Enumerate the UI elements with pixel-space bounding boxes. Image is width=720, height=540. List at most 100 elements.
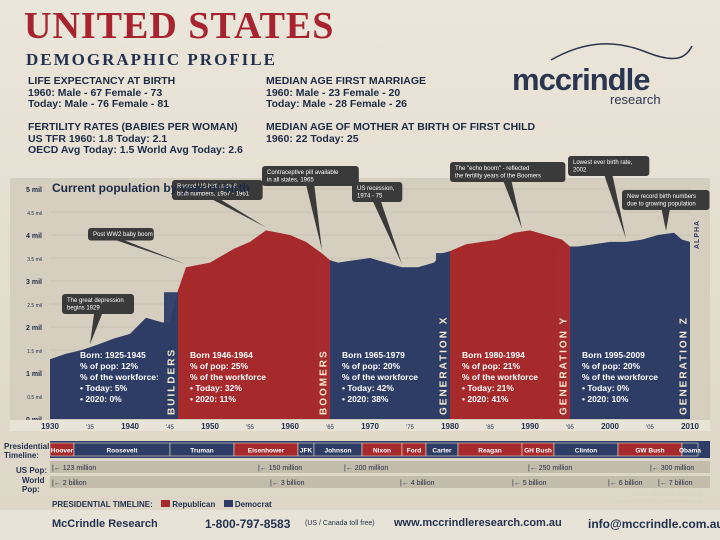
footer-email[interactable]: info@mccrindle.com.au	[588, 517, 720, 531]
world-pop-label-line1: World	[22, 476, 45, 485]
generation-stat-boomers: % of the workforce	[190, 372, 266, 382]
president-name: Clinton	[575, 448, 597, 455]
generation-stat-generation-x: % of pop: 20%	[342, 361, 401, 371]
world-pop-marker: |← 6 billion	[608, 480, 643, 487]
timeline-layer: Hoover Roosevelt Truman Eisenhower JFK Johnso…	[49, 441, 710, 488]
generation-stat-generation-x: • Today: 42%	[342, 383, 394, 393]
y-tick-label: 2 mil	[26, 325, 42, 332]
x-tick-label: '35	[86, 425, 94, 431]
annotation-text: New record birth numbers	[627, 194, 696, 200]
footer-phone-note: (US / Canada toll free)	[305, 520, 375, 527]
x-tick-label: '55	[246, 425, 254, 431]
y-tick-label: 3.5 mil	[27, 257, 42, 263]
generation-stat-builders: Born: 1925-1945	[80, 350, 146, 360]
annotation-box	[88, 228, 154, 241]
us-pop-label: US Pop:	[16, 466, 48, 475]
annotation-box	[172, 180, 263, 200]
president-name: Ford	[407, 448, 421, 455]
world-pop-label: World Pop:	[22, 476, 45, 494]
us-pop-marker: |← 250 million	[528, 465, 572, 472]
annotation-bubble: The "echo boom" - reflected the fertility…	[450, 162, 566, 229]
chart-area-layer	[50, 230, 690, 419]
mother-age-heading: MEDIAN AGE OF MOTHER AT BIRTH OF FIRST C…	[266, 121, 536, 133]
generation-stat-boomers: % of pop: 25%	[190, 361, 249, 371]
annotation-bubble: Contraceptive pill available in all state…	[262, 166, 359, 251]
y-tick-label: 1.5 mil	[27, 349, 42, 355]
annotation-text: Record US birth rate &	[177, 184, 237, 190]
page-title: UNITED STATES	[24, 5, 335, 47]
us-pop-marker: |← 150 million	[258, 465, 302, 472]
generation-stat-generation-x: % of the workforce	[342, 372, 418, 382]
generation-name-boomers: BOOMERS	[319, 349, 330, 415]
marriage-age-heading: MEDIAN AGE FIRST MARRIAGE	[266, 75, 427, 87]
x-tick-label: '75	[406, 425, 414, 431]
presidential-label-line1: Presidential	[4, 442, 50, 451]
x-tick-label: '45	[166, 425, 174, 431]
legend-republican: Republican	[172, 500, 216, 509]
generation-stat-generation-y: • 2020: 41%	[462, 394, 509, 404]
generation-area-generation-x	[330, 251, 450, 419]
source-text: Source: McCrindle Research	[631, 492, 702, 498]
annotation-pointer	[213, 200, 266, 228]
y-tick-label: 0.5 mil	[27, 395, 42, 401]
x-tick-label: 1940	[121, 422, 139, 431]
annotation-text: 2002	[573, 168, 587, 174]
annotation-pointer	[661, 210, 670, 231]
annotation-pointer	[373, 202, 402, 265]
generation-stat-generation-z: % of the workforce	[582, 372, 658, 382]
annotation-pointer	[116, 240, 186, 265]
life-expectancy-block: LIFE EXPECTANCY AT BIRTH 1960: Male - 67…	[28, 75, 175, 111]
annotation-text: due to growing population	[627, 202, 696, 208]
life-expectancy-today: Today: Male - 76 Female - 81	[28, 98, 170, 110]
fertility-block: FERTILITY RATES (BABIES PER WOMAN) US TF…	[28, 121, 243, 157]
copyright-text: © Copyright 2010 McCrindle Research	[607, 499, 702, 505]
fertility-oecd-world: OECD Avg Today: 1.5 World Avg Today: 2.6	[28, 144, 243, 156]
x-tick-label: 1980	[441, 422, 459, 431]
annotation-box	[62, 294, 134, 314]
generation-stat-builders: • 2020: 0%	[80, 394, 122, 404]
generation-stat-generation-y: % of pop: 21%	[462, 361, 521, 371]
timeline-legend: PRESIDENTIAL TIMELINE: Republican Democr…	[52, 500, 272, 509]
generation-name-generation-y: GENERATION Y	[559, 316, 570, 415]
marriage-age-today: Today: Male - 28 Female - 26	[266, 98, 408, 110]
generation-stat-generation-y: Born 1980-1994	[462, 350, 525, 360]
us-pop-marker: |← 123 million	[52, 465, 96, 472]
generation-stat-generation-z: • 2020: 10%	[582, 394, 629, 404]
world-pop-marker: |← 7 billion	[658, 480, 693, 487]
generation-name-alpha: ALPHA	[694, 220, 701, 249]
annotation-text: birth numbers, 1957 - 1961	[177, 192, 250, 198]
world-pop-track	[50, 476, 710, 488]
generation-strip-builders	[164, 292, 178, 419]
world-pop-label-line2: Pop:	[22, 485, 40, 494]
annotation-bubble: Lowest ever birth rate, 2002	[568, 156, 650, 239]
mother-age-block: MEDIAN AGE OF MOTHER AT BIRTH OF FIRST C…	[266, 121, 536, 145]
generation-strip-generation-y	[556, 248, 570, 419]
annotation-box	[262, 166, 359, 186]
annotation-layer: The great depression begins 1929 Post WW2 …	[62, 156, 710, 345]
page-subtitle: DEMOGRAPHIC PROFILE	[26, 50, 277, 69]
annotation-box	[568, 156, 650, 176]
annotation-bubble: New record birth numbers due to growing p…	[622, 190, 710, 231]
generation-stat-boomers: • Today: 32%	[190, 383, 242, 393]
generation-name-generation-z: GENERATION Z	[679, 316, 690, 415]
president-name: Nixon	[373, 448, 391, 455]
x-tick-label: 1950	[201, 422, 219, 431]
annotation-text: the fertility years of the Boomers	[455, 174, 541, 180]
president-name: Obama	[679, 448, 701, 455]
generation-stat-generation-z: Born 1995-2009	[582, 350, 645, 360]
footer-website[interactable]: www.mccrindleresearch.com.au	[394, 517, 562, 529]
x-tick-label: 1990	[521, 422, 539, 431]
x-tick-label: 2000	[601, 422, 619, 431]
legend-democrat: Democrat	[234, 500, 272, 509]
annotation-text: The "echo boom" - reflected	[455, 166, 529, 172]
president-bar	[681, 442, 699, 457]
fertility-us: US TFR 1960: 1.8 Today: 2.1	[28, 132, 168, 145]
generation-stat-builders: % of pop: 12%	[80, 361, 139, 371]
president-name: Roosevelt	[106, 448, 138, 455]
generation-stat-generation-x: • 2020: 38%	[342, 394, 389, 404]
annotation-pointer	[306, 186, 322, 251]
x-tick-label: '85	[486, 425, 494, 431]
